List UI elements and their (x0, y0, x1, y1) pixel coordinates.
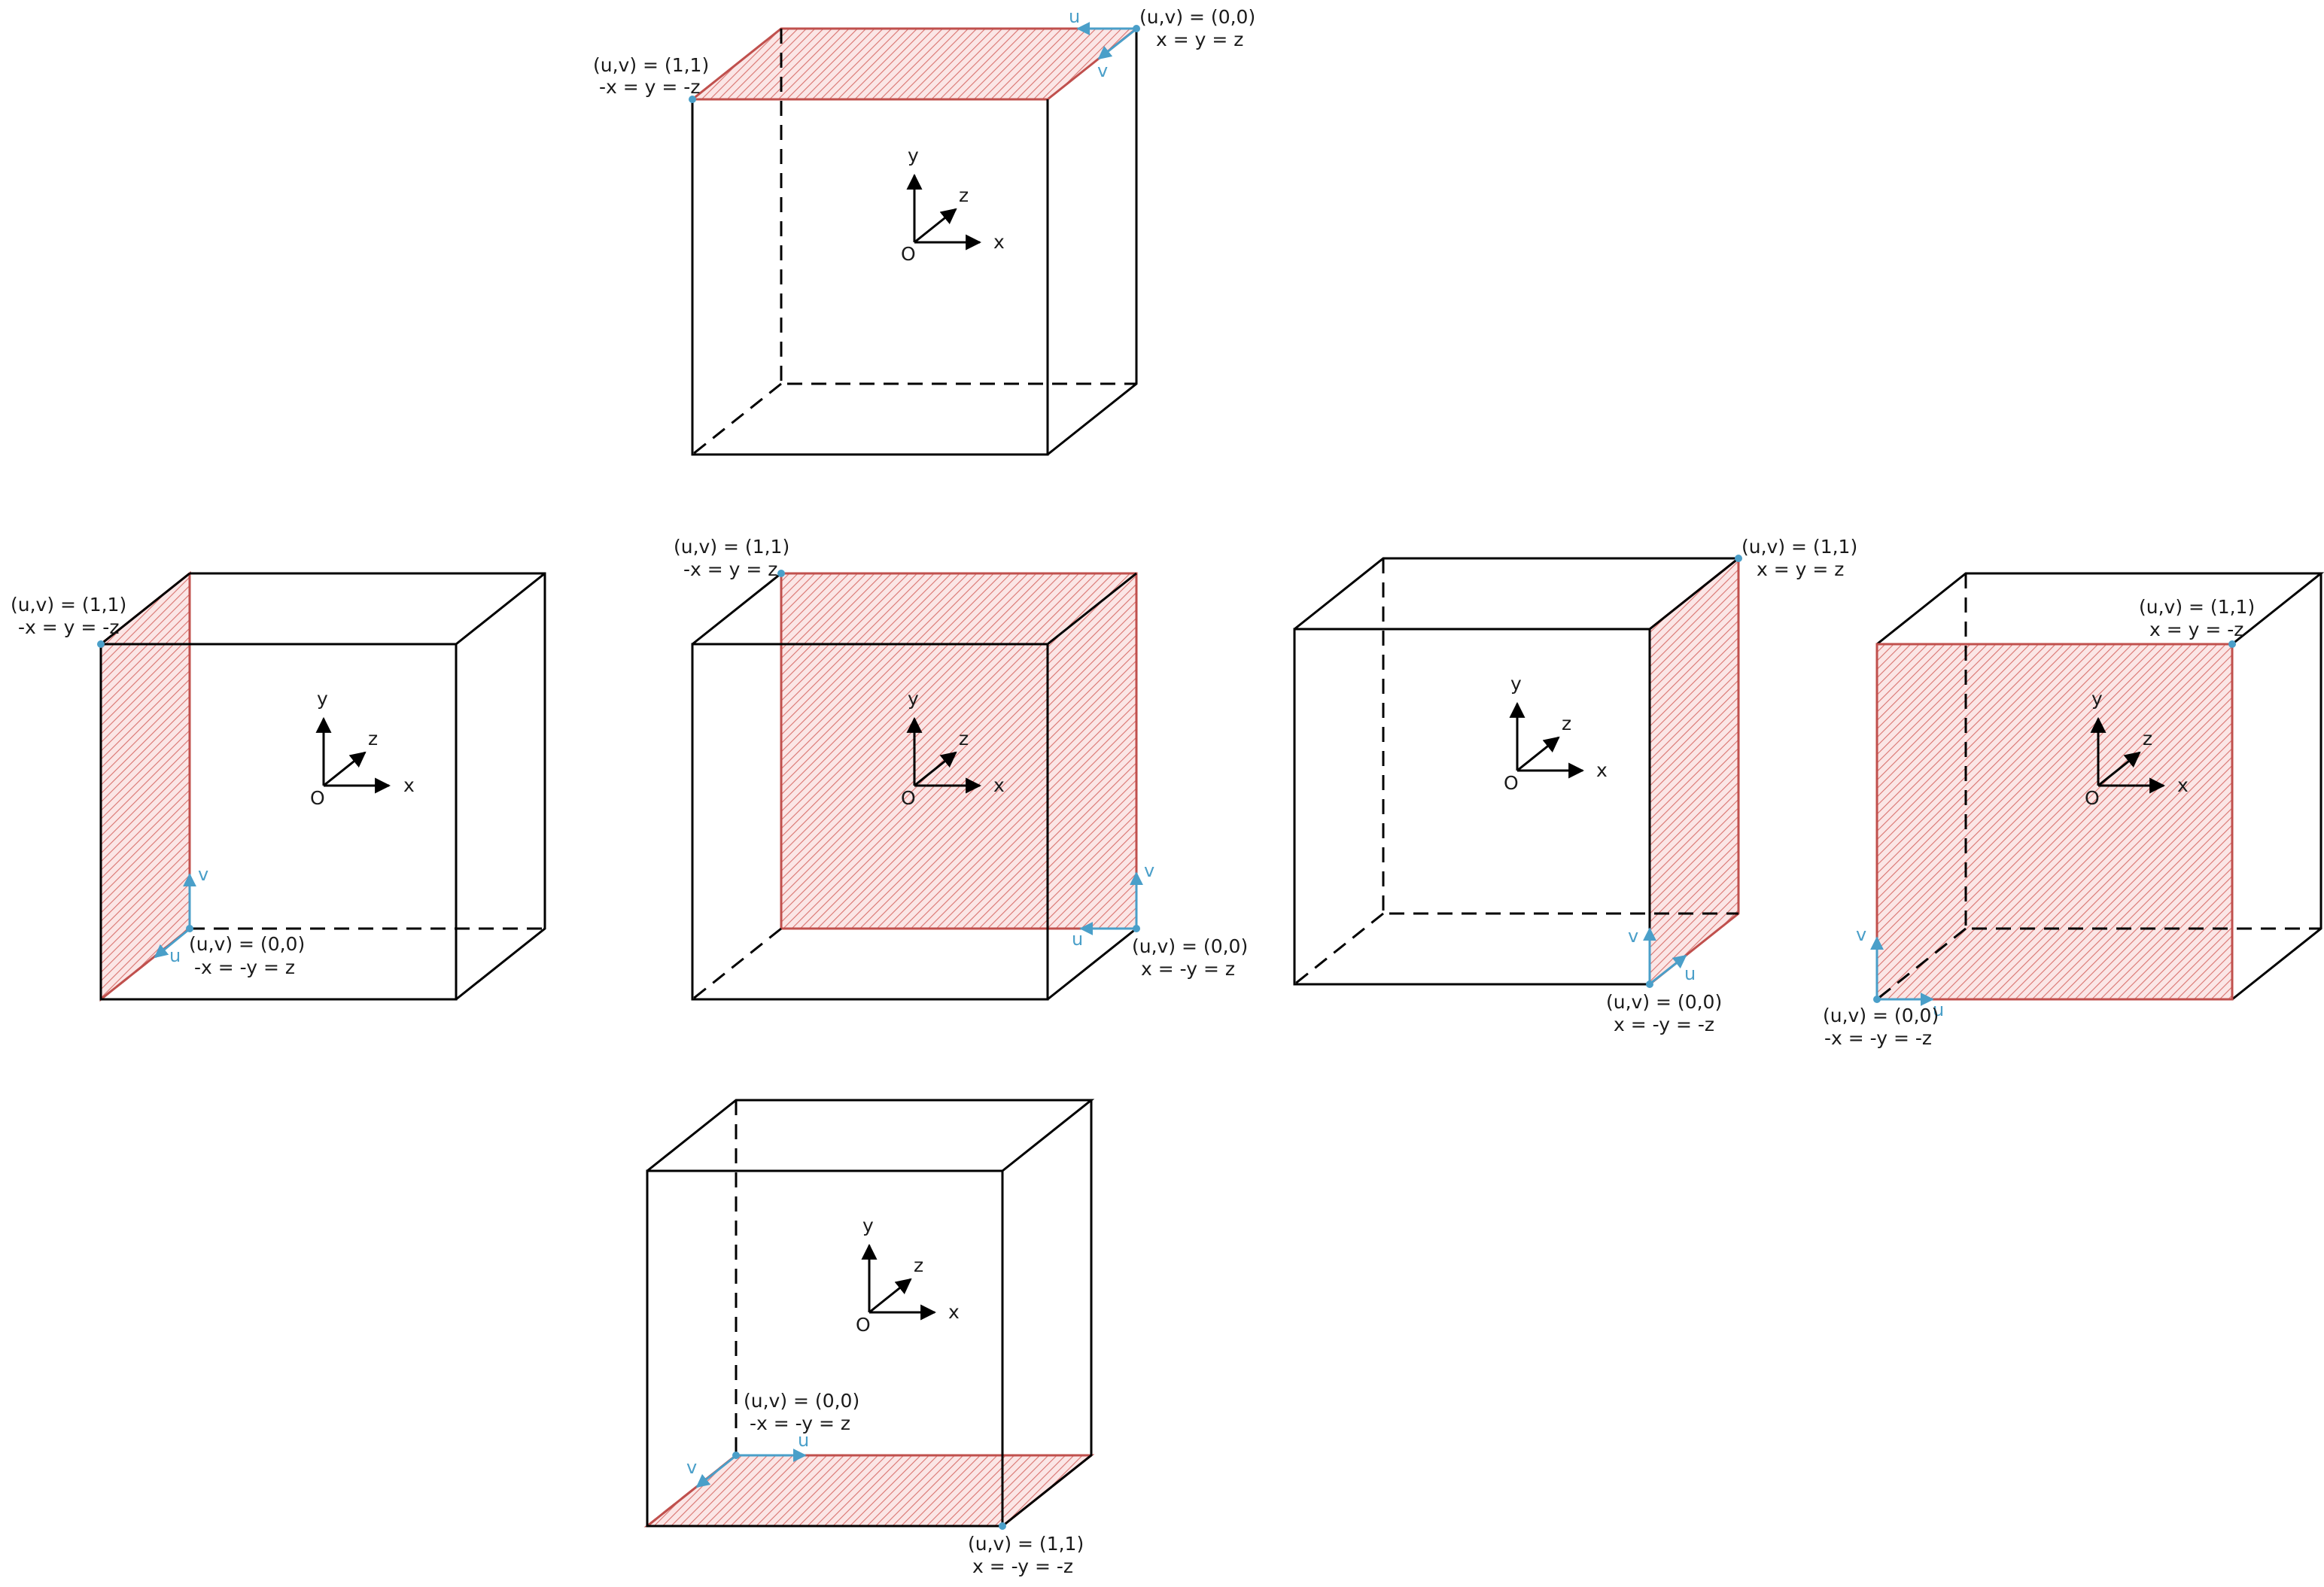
cube-bottom-face: y x z O u v (u,v) = (0,0) -x = -y = z (u… (643, 1099, 1095, 1577)
corner-11-xyz: -x = y = -z (18, 616, 119, 638)
corner-00-xyz: -x = -y = z (750, 1412, 850, 1434)
axis-label-z: z (2143, 728, 2152, 749)
axis-label-y: y (862, 1215, 874, 1236)
uv-label-v: v (1097, 60, 1108, 81)
axis-triad: y x z O (901, 144, 1005, 265)
uv-label-v: v (1856, 924, 1866, 945)
corner-00-uv: (u,v) = (0,0) (744, 1390, 859, 1412)
uv-label-u: u (1069, 6, 1080, 27)
axis-label-z: z (1562, 713, 1571, 734)
shaded-face-outline (1875, 643, 2234, 1001)
cube-edges (691, 29, 1138, 456)
axis-label-origin: O (901, 787, 916, 809)
cube-front-face: y x z O v u (u,v) = (0,0) -x = -y = -z (… (1823, 572, 2324, 1049)
corner-00-xyz: -x = -y = z (194, 956, 295, 978)
corner-00-uv: (u,v) = (0,0) (1139, 6, 1255, 28)
axis-label-y: y (1510, 673, 1522, 695)
cube-edge-front-top (100, 572, 190, 646)
axis-label-z: z (959, 728, 969, 749)
axis-triad: y x z O (1504, 673, 1608, 794)
corner-11-xyz: x = -y = -z (972, 1555, 1073, 1577)
uv-axes: u v (777, 570, 1154, 950)
uv-axes: v u (1628, 555, 1742, 988)
axis-triad: y x z O (2085, 688, 2189, 809)
corner-00-uv: (u,v) = (0,0) (1606, 991, 1722, 1013)
axis-label-z: z (959, 184, 969, 206)
axis-label-y: y (908, 144, 919, 166)
cube-left-face: y x z O v u (u,v) = (0,0) -x = -y = z (u… (11, 570, 546, 1002)
axis-label-x: x (2177, 774, 2189, 796)
uv-label-v: v (198, 864, 208, 885)
corner-00-uv: (u,v) = (0,0) (1823, 1005, 1939, 1026)
cube-top-face: y x z O u v (u,v) = (0,0) x = y = z (u,v… (593, 6, 1255, 456)
corner-11-xyz: x = y = -z (2149, 619, 2243, 640)
axis-triad: y x z O (310, 688, 415, 809)
cube-edges (99, 572, 546, 1001)
uv-axes: u v (686, 1430, 1006, 1530)
cube-back-face: y x z O u v (u,v) = (0,0) x = -y = z (u,… (674, 536, 1248, 1001)
uv-label-u: u (169, 945, 181, 966)
cube-right-face: y x z O v u (u,v) = (0,0) x = -y = -z (u… (1293, 536, 1857, 1035)
uv-label-u: u (1072, 929, 1083, 950)
shaded-face-right (1648, 555, 1740, 987)
corner-00-xyz: x = -y = -z (1614, 1014, 1714, 1035)
uv-label-v: v (1628, 926, 1638, 947)
corner-11-uv: (u,v) = (1,1) (593, 54, 709, 76)
uv-axes: v u (97, 640, 208, 966)
hidden-edges (692, 927, 782, 1001)
corner-11-uv: (u,v) = (1,1) (2139, 596, 2255, 618)
uv-label-u: u (1684, 963, 1696, 984)
uv-axes: v u (1856, 640, 2236, 1020)
axis-label-origin: O (310, 787, 325, 809)
shaded-face-back (780, 572, 1138, 930)
uv-label-v: v (686, 1457, 697, 1478)
corner-11-uv: (u,v) = (1,1) (674, 536, 789, 558)
uv-label-u: u (1933, 999, 1944, 1020)
axis-label-origin: O (1504, 772, 1519, 794)
hidden-edges (1294, 558, 1738, 986)
shaded-face-hidden-edges (780, 573, 1136, 930)
hidden-edges (692, 29, 1136, 456)
corner-11-xyz: -x = y = z (683, 558, 777, 580)
axis-label-x: x (948, 1301, 960, 1323)
axis-label-origin: O (2085, 787, 2100, 809)
axis-triad: y x z O (901, 688, 1005, 809)
corner-11-uv: (u,v) = (1,1) (968, 1533, 1084, 1555)
axis-label-y: y (317, 688, 328, 710)
axis-label-x: x (403, 774, 415, 796)
axis-label-z: z (914, 1254, 923, 1276)
corner-00-uv: (u,v) = (0,0) (1132, 935, 1248, 957)
corner-11-xyz: -x = y = -z (599, 76, 700, 98)
shaded-face-front (1875, 643, 2234, 1001)
axis-label-x: x (993, 774, 1005, 796)
uv-label-u: u (798, 1430, 809, 1451)
axis-triad: y x z O (856, 1215, 960, 1336)
axis-label-origin: O (856, 1314, 871, 1336)
corner-00-xyz: x = y = z (1156, 29, 1243, 50)
corner-11-uv: (u,v) = (1,1) (11, 594, 126, 616)
axis-label-y: y (2091, 688, 2103, 710)
corner-11-xyz: x = y = z (1757, 558, 1844, 580)
axis-label-x: x (993, 231, 1005, 253)
shaded-face-top (689, 27, 1140, 101)
corner-00-uv: (u,v) = (0,0) (189, 933, 305, 955)
corner-00-xyz: -x = -y = -z (1824, 1027, 1932, 1049)
corner-00-xyz: x = -y = z (1141, 958, 1235, 980)
uv-axes: u v (689, 6, 1140, 103)
cube-edges (691, 572, 1137, 1001)
axis-label-origin: O (901, 243, 916, 265)
axis-label-x: x (1596, 759, 1608, 781)
corner-11-uv: (u,v) = (1,1) (1741, 536, 1857, 558)
cube-edges (1876, 572, 2324, 1001)
uv-label-v: v (1144, 860, 1154, 881)
axis-label-z: z (368, 728, 378, 749)
shaded-face-bottom (643, 1454, 1095, 1528)
hidden-edges (1876, 573, 2321, 1001)
axis-label-y: y (908, 688, 919, 710)
